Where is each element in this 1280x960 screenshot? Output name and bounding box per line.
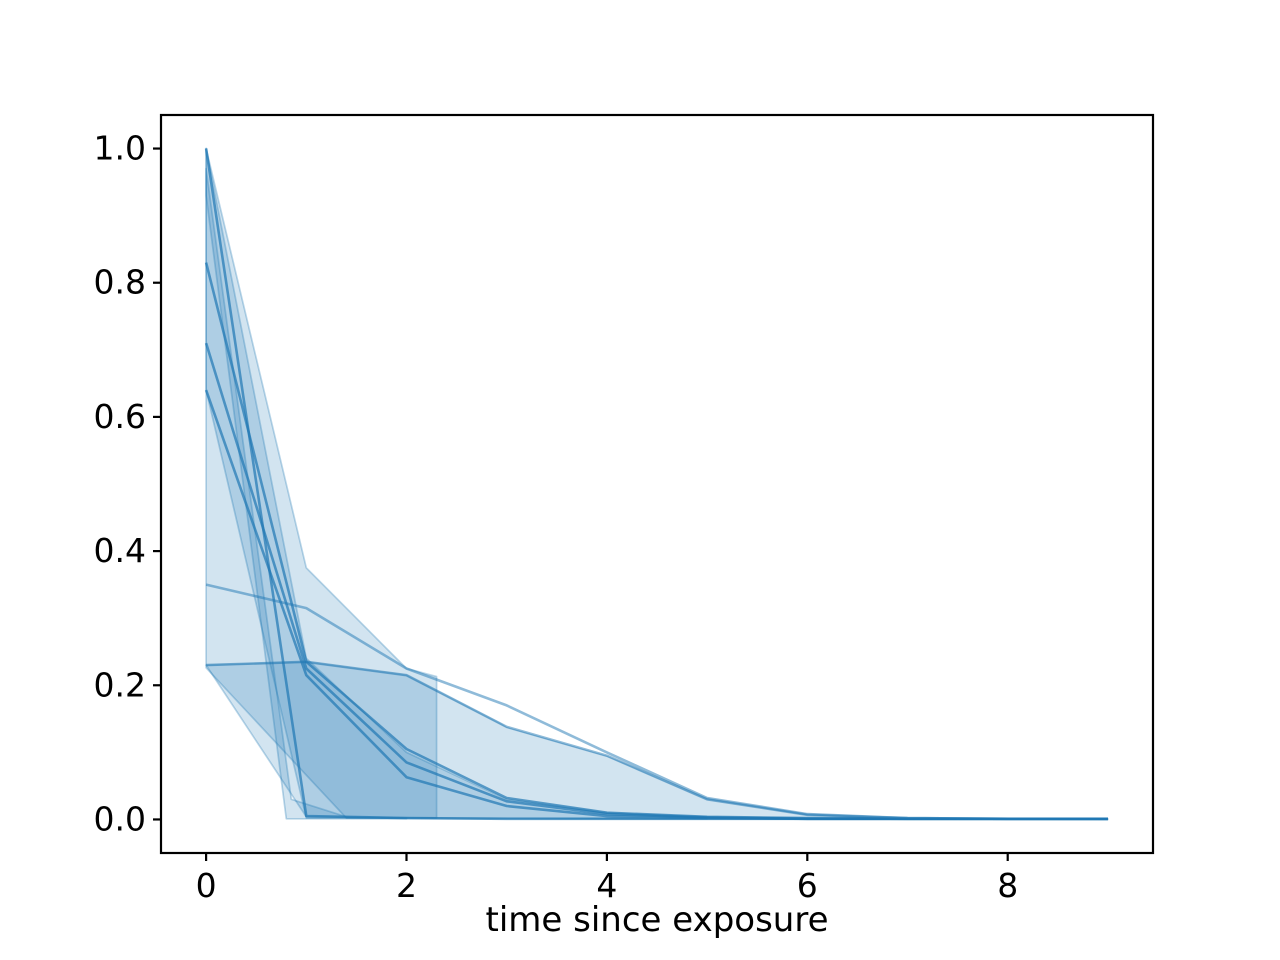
y-tick-label: 0.4 — [94, 531, 146, 570]
x-tick-label: 2 — [396, 866, 417, 905]
x-axis-label: time since exposure — [486, 900, 829, 940]
band-4 — [205, 660, 1109, 821]
series-layer — [204, 148, 1108, 821]
x-tick-label: 4 — [596, 866, 617, 905]
axes-layer: 0 2 4 6 8 0.0 0.2 0.4 0.6 0.8 1.0 — [94, 113, 1155, 905]
x-tick-label: 6 — [797, 866, 818, 905]
y-tick-label: 0.6 — [94, 397, 146, 436]
y-tick-label: 0.0 — [94, 799, 146, 838]
plot-border — [159, 113, 1155, 855]
curve-6 — [206, 660, 1108, 821]
y-tick-label: 0.2 — [94, 665, 146, 704]
x-tick-label: 8 — [997, 866, 1018, 905]
bands-layer — [205, 147, 1109, 821]
y-tick-label: 0.8 — [94, 263, 146, 302]
x-tick-label: 0 — [196, 866, 217, 905]
y-tick-label: 1.0 — [94, 129, 146, 168]
